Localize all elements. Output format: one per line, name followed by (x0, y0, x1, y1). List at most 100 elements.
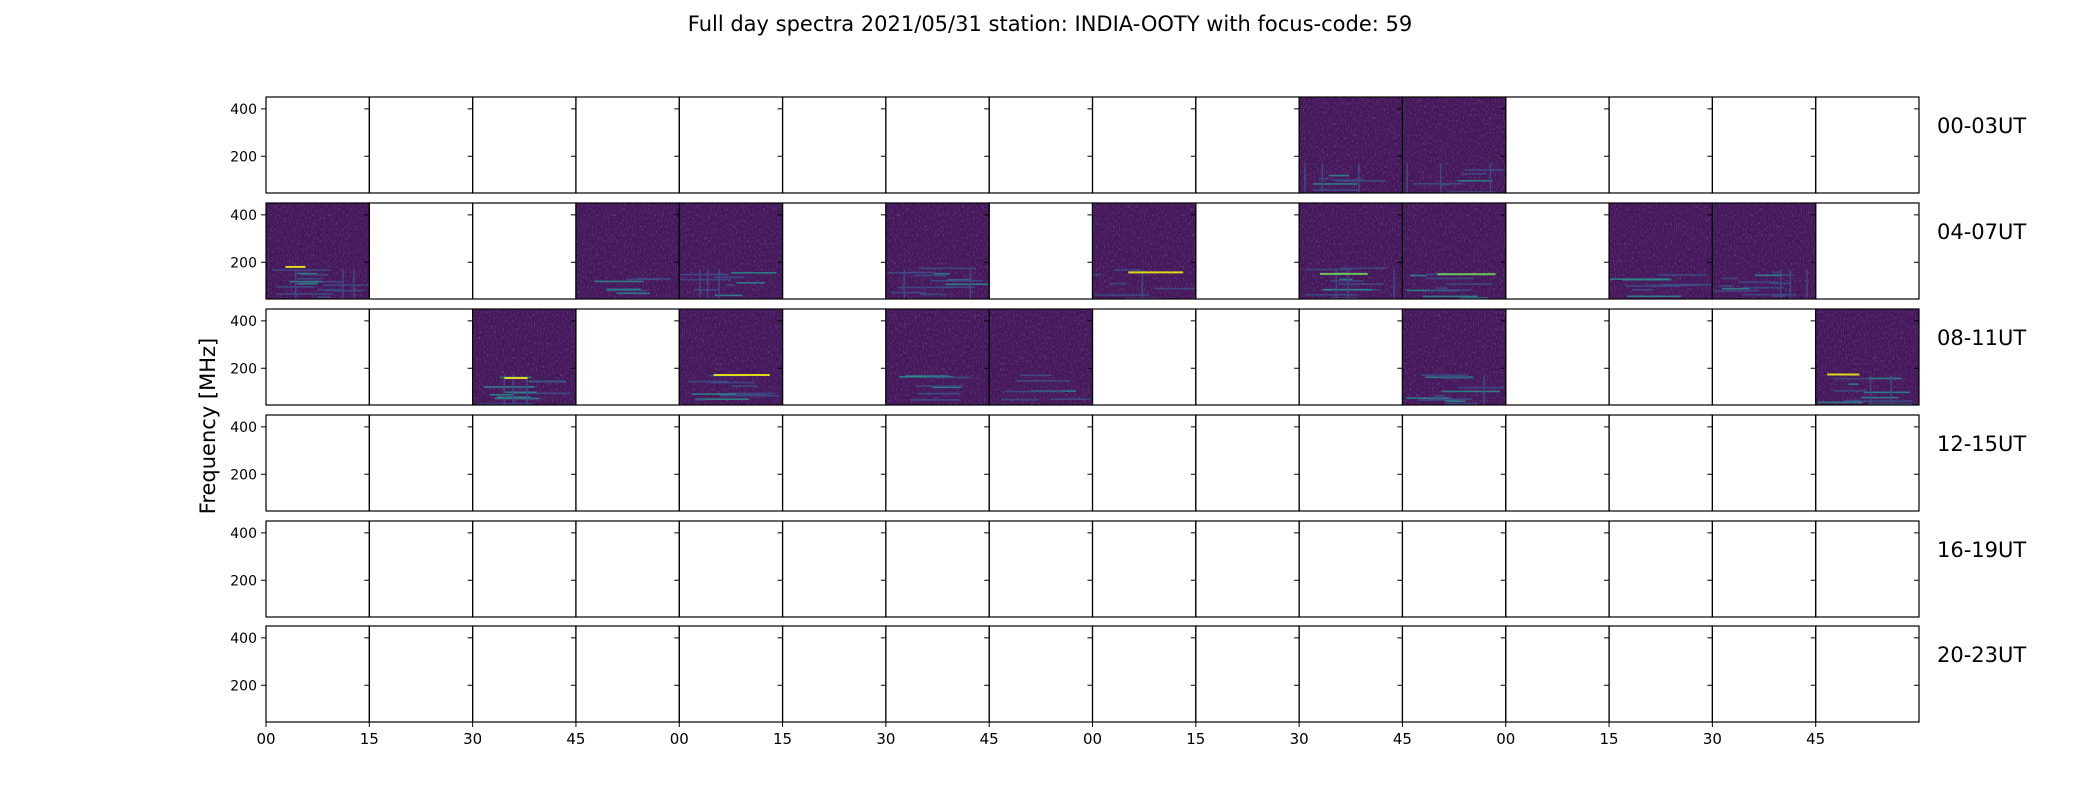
spectra-panel (1711, 202, 1817, 300)
rfi-line (272, 269, 331, 271)
spectra-panel (1195, 414, 1300, 512)
spectra-panel (575, 414, 680, 512)
rfi-burst (353, 269, 355, 299)
spectra-panel (265, 414, 370, 512)
rfi-line (1094, 294, 1150, 296)
panel-frame (678, 96, 784, 194)
rfi-burst (1789, 269, 1791, 299)
rfi-line (1425, 376, 1474, 378)
rfi-line (1627, 295, 1681, 298)
rfi-line (695, 398, 707, 401)
panel-frame (988, 625, 1094, 723)
x-tick-label: 15 (1186, 730, 1205, 748)
rfi-line (606, 288, 641, 291)
panel-frame (265, 414, 370, 512)
spectra-panel (678, 625, 784, 723)
panel-frame (1608, 96, 1713, 194)
rfi-line (1652, 284, 1699, 287)
rfi-burst (1806, 269, 1808, 299)
panel-frame (1711, 96, 1817, 194)
panel-frame (885, 414, 990, 512)
spectra-row: 200 400 04-07UT (230, 202, 2026, 300)
spectra-panel (1298, 202, 1404, 300)
rfi-line (736, 282, 765, 284)
panel-frame (1608, 308, 1713, 406)
panel-frame (472, 96, 577, 194)
spectra-panel (1091, 202, 1197, 300)
spectra-panel (885, 96, 990, 194)
row-label: 08-11UT (1937, 326, 2026, 350)
spectra-panel (678, 308, 784, 406)
row-label: 16-19UT (1937, 538, 2026, 562)
rfi-burst (1321, 163, 1324, 193)
rfi-line (933, 272, 950, 275)
row-label: 00-03UT (1937, 114, 2026, 138)
rfi-line (297, 277, 321, 280)
panel-frame (265, 96, 370, 194)
rfi-line (1632, 288, 1653, 291)
spectrum-noise (575, 203, 680, 299)
spectra-panel (1505, 96, 1610, 194)
rfi-line (915, 385, 963, 387)
rfi-line (1020, 374, 1052, 377)
rfi-line (1418, 399, 1457, 401)
rfi-line (616, 292, 651, 295)
panel-frame (1195, 202, 1300, 300)
panel-frame (1298, 520, 1404, 618)
rfi-line (301, 273, 329, 276)
rfi-line (1714, 289, 1760, 292)
spectra-panel (575, 202, 680, 300)
rfi-line (932, 386, 962, 389)
panel-frame (472, 625, 577, 723)
spectra-panel (678, 414, 784, 512)
panel-frame (472, 414, 577, 512)
rfi-line (897, 286, 953, 289)
panel-frame (472, 520, 577, 618)
spectrum-noise (885, 203, 990, 299)
rfi-line (1446, 191, 1497, 193)
rfi-line (1306, 268, 1353, 271)
spectra-panel (1815, 308, 1920, 406)
rfi-line (1330, 297, 1358, 299)
rfi-line (1409, 274, 1427, 277)
spectra-panel (1091, 520, 1197, 618)
rfi-line (1833, 377, 1873, 380)
panel-frame (1195, 96, 1300, 194)
rfi-line (945, 283, 990, 286)
rfi-strong-line (1128, 271, 1184, 274)
rfi-line (1421, 374, 1468, 376)
spectra-panel (1505, 520, 1610, 618)
x-tick-label: 00 (1496, 730, 1515, 748)
rfi-line (323, 284, 370, 287)
spectra-panel (472, 202, 577, 300)
rfi-line (1458, 386, 1505, 389)
spectra-panel (781, 520, 887, 618)
spectra-panel (781, 308, 887, 406)
panel-frame (1505, 414, 1610, 512)
rfi-line (1329, 279, 1365, 282)
rfi-line (1769, 282, 1790, 285)
rfi-line (920, 293, 946, 296)
rfi-burst (295, 269, 297, 299)
y-tick-label: 400 (230, 526, 257, 542)
rfi-line (1318, 178, 1329, 180)
spectra-panel (1711, 414, 1817, 512)
spectra-panel (988, 414, 1094, 512)
rfi-line (1002, 398, 1039, 401)
spectra-panel (781, 96, 887, 194)
panel-frame (781, 202, 887, 300)
rfi-line (933, 274, 947, 277)
spectra-panel (1091, 625, 1197, 723)
rfi-burst (1304, 163, 1306, 193)
panel-frame (781, 308, 887, 406)
x-tick-label: 00 (670, 730, 689, 748)
panel-frame (1091, 414, 1197, 512)
rfi-burst (1890, 375, 1892, 405)
spectra-panel (1401, 625, 1507, 723)
spectra-panel (265, 308, 370, 406)
rfi-line (1459, 297, 1489, 299)
rfi-line (1312, 189, 1359, 191)
spectrum-noise (1402, 309, 1506, 405)
spectra-panel (368, 202, 474, 300)
y-tick-label: 400 (230, 314, 257, 330)
